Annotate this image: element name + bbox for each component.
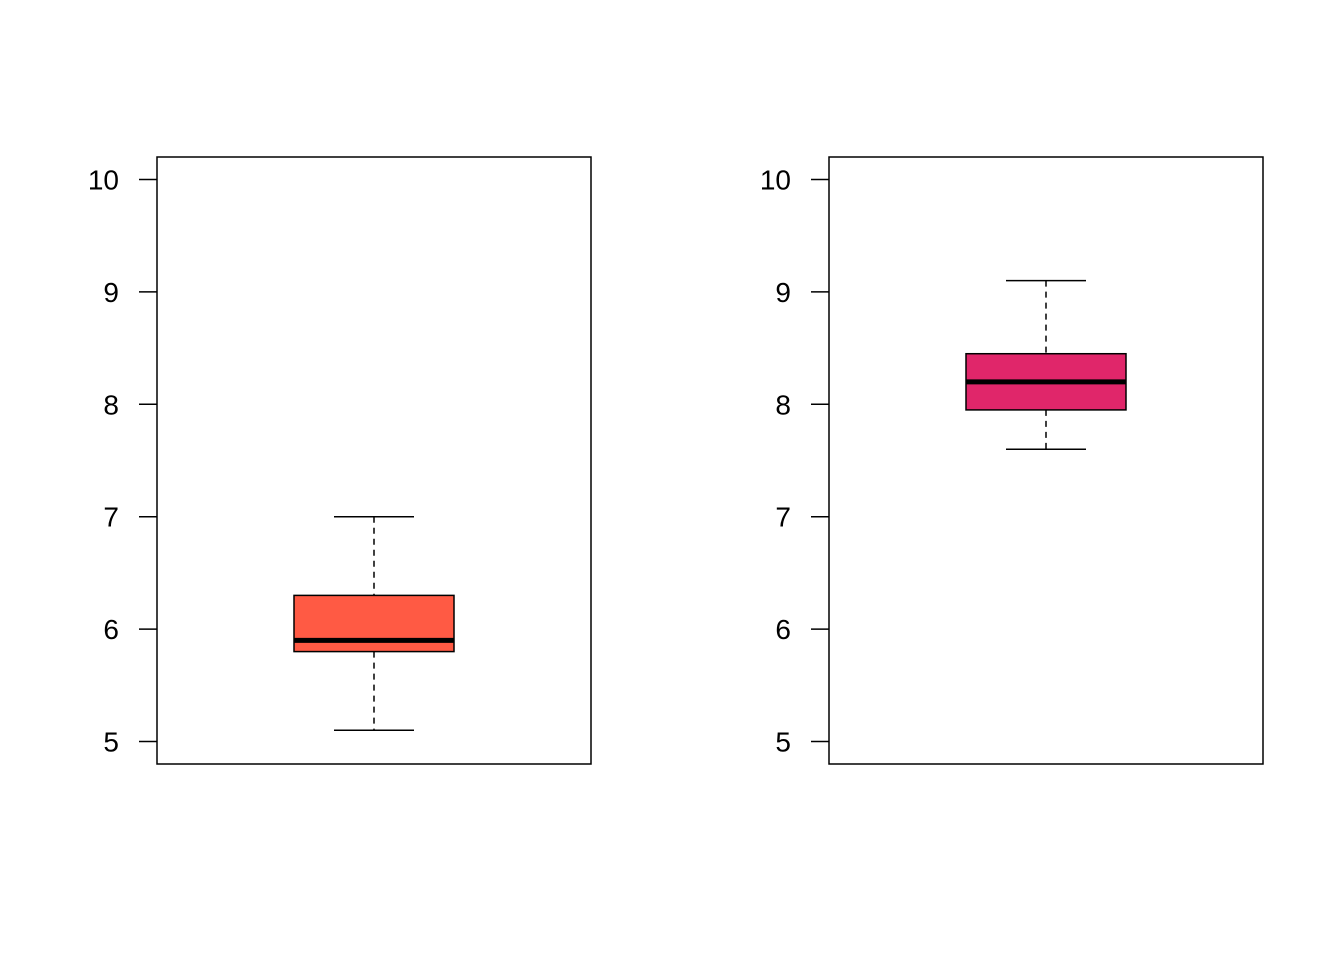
y-tick-label: 5 <box>103 727 119 758</box>
y-tick-label: 9 <box>775 277 791 308</box>
y-tick-label: 9 <box>103 277 119 308</box>
boxplot-panel-right: 5 6 7 8 9 10 <box>760 156 1264 765</box>
y-tick-label: 7 <box>775 502 791 533</box>
iqr-box <box>293 594 455 653</box>
y-tick-label: 6 <box>775 614 791 645</box>
y-tick-label: 10 <box>88 164 119 195</box>
y-tick-label: 5 <box>775 727 791 758</box>
y-tick-label: 10 <box>760 164 791 195</box>
plot-frame <box>828 156 1264 765</box>
y-tick-label: 7 <box>103 502 119 533</box>
plot-frame <box>156 156 592 765</box>
y-tick-label: 8 <box>103 389 119 420</box>
y-tick-label: 6 <box>103 614 119 645</box>
y-tick-label: 8 <box>775 389 791 420</box>
boxplot-panel-left: 5 6 7 8 9 10 <box>88 156 592 765</box>
